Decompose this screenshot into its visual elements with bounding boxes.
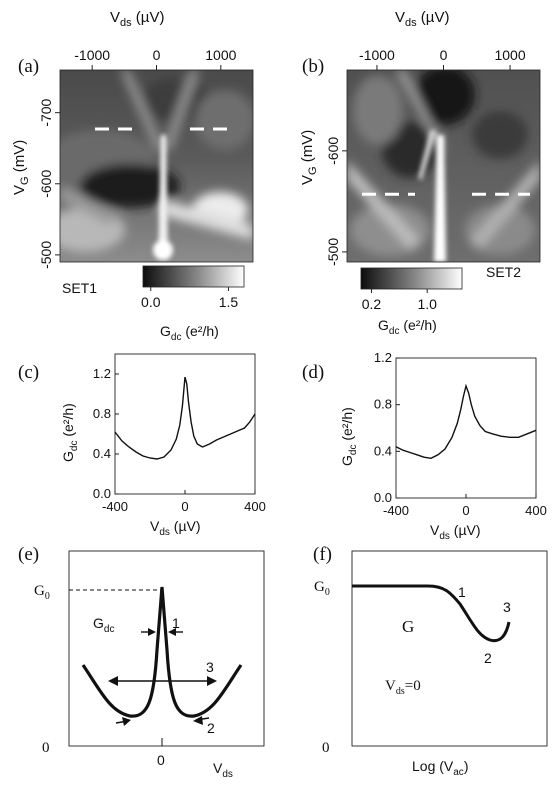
plot-c-xtick-label: 400	[244, 499, 266, 514]
plot-c-series	[114, 376, 256, 460]
colorbar-b-tick-label: 1.0	[417, 296, 437, 312]
colorbar-a	[142, 265, 245, 288]
panel-label-f: (f)	[313, 544, 332, 565]
schematic-f-y-zero: 0	[322, 740, 330, 756]
schematic-e-frame	[68, 550, 265, 747]
schematic-f-condition: Vds=0	[385, 678, 421, 697]
colorbar-b-ticks: 0.2 1.0	[362, 289, 437, 312]
heatmap-a-ytick-label: -600	[38, 170, 54, 198]
annotation-e-1: 1	[172, 615, 180, 631]
schematic-f-xlabel: Log (Vac)	[412, 758, 468, 778]
annotation-f-1: 1	[458, 584, 466, 600]
plot-d-ytick-label: 0.8	[374, 397, 392, 412]
annotation-f-2: 2	[484, 650, 492, 666]
heatmap-b	[347, 70, 540, 262]
heatmap-a-texture	[60, 70, 253, 252]
plot-d-frame	[395, 357, 537, 499]
arrow-2-left-head	[122, 717, 131, 726]
device-label-set1: SET1	[62, 280, 97, 296]
arrow-2-right-head	[193, 716, 203, 725]
heatmap-b-xtick-label: -1000	[359, 47, 395, 63]
heatmap-a-xlabel: Vds (µV)	[110, 9, 164, 29]
annotation-e-2: 2	[207, 720, 215, 736]
schematic-f-frame	[351, 550, 548, 747]
heatmap-b-ytick-label: -500	[325, 238, 341, 266]
colorbar-a-tick-label: 0.0	[141, 294, 161, 310]
panel-label-d: (d)	[302, 362, 324, 383]
arrow-1-right-head	[168, 628, 176, 636]
plot-c-frame	[114, 353, 256, 495]
plot-c-xlabel: Vds (µV)	[150, 518, 201, 538]
plot-d-ytick-label: 0.4	[374, 443, 392, 458]
heatmap-a-ytick-label: -500	[38, 241, 54, 269]
colorbar-a-ticks: 0.0 1.5	[141, 287, 238, 310]
plot-d-series	[395, 383, 537, 460]
colorbar-a-label: Gdc (e²/h)	[160, 323, 219, 343]
arrow-3-left-head	[108, 676, 118, 686]
colorbar-b	[360, 267, 463, 290]
panel-label-b: (b)	[302, 56, 324, 77]
plot-d-xtick-label: 0	[462, 503, 469, 518]
heatmap-b-axes: -1000 0 1000 -600 -500	[325, 47, 530, 266]
schematic-e-y-zero: 0	[42, 740, 50, 756]
plot-c-ytick-label: 1.2	[93, 366, 111, 381]
plot-c-ytick-label: 0.8	[93, 406, 111, 421]
heatmap-b-xlabel: Vds (µV)	[395, 9, 449, 29]
annotation-f-3: 3	[503, 599, 511, 615]
heatmap-b-ridge	[418, 130, 446, 262]
schematic-e-curve	[81, 586, 243, 718]
heatmap-a-ytick-label: -700	[38, 98, 54, 126]
arrow-1-left-head	[148, 628, 156, 636]
schematic-f-g0-label: G0	[314, 579, 330, 598]
plot-d-axes: -400 0 400 0.0 0.4 0.8 1.2	[374, 350, 547, 518]
schematic-e-xlabel: Vds	[213, 760, 233, 780]
colorbar-b-tick-label: 0.2	[362, 296, 382, 312]
arrow-3-right-head	[207, 676, 217, 686]
plot-c-ytick-label: 0.4	[93, 446, 111, 461]
schematic-f-curve-label: G	[402, 617, 414, 636]
heatmap-a-xtick-label: -1000	[74, 47, 110, 63]
plot-d-ylabel: Gdc (e²/h)	[339, 407, 359, 466]
plot-c-ylabel: Gdc (e²/h)	[60, 403, 80, 462]
device-label-set2: SET2	[486, 264, 521, 280]
schematic-e-x-zero: 0	[157, 752, 165, 768]
panel-label-c: (c)	[18, 362, 39, 383]
heatmap-b-xtick-label: 0	[440, 47, 448, 63]
schematic-e-g0-label: G0	[34, 583, 50, 602]
plot-c-xtick-label: -400	[102, 499, 128, 514]
heatmap-a-ridge	[153, 135, 173, 260]
heatmap-a-axes: -1000 0 1000 -700 -600 -500	[38, 47, 237, 269]
panel-label-e: (e)	[18, 544, 39, 565]
plot-c-xtick-label: 0	[181, 499, 188, 514]
annotation-e-3: 3	[206, 659, 214, 675]
plot-d-xtick-label: -400	[383, 503, 409, 518]
plot-c-axes: -400 0 400 0.0 0.4 0.8 1.2	[93, 366, 266, 514]
colorbar-b-label: Gdc (e²/h)	[378, 317, 437, 337]
plot-d-xtick-label: 400	[525, 503, 547, 518]
heatmap-b-ytick-label: -600	[325, 137, 341, 165]
heatmap-b-ylabel: VG (mV)	[299, 130, 319, 185]
heatmap-b-xtick-label: 1000	[494, 47, 525, 63]
heatmap-a	[60, 70, 253, 262]
colorbar-a-tick-label: 1.5	[219, 294, 239, 310]
heatmap-a-xtick-label: 1000	[205, 47, 236, 63]
schematic-e-curve-label: Gdc	[93, 615, 114, 635]
heatmap-a-xtick-label: 0	[153, 47, 161, 63]
panel-label-a: (a)	[18, 56, 39, 77]
plot-d-ytick-label: 1.2	[374, 350, 392, 365]
heatmap-a-ylabel: VG (mV)	[11, 140, 31, 195]
schematic-f-curve	[352, 584, 511, 643]
plot-c-ytick-label: 0.0	[93, 486, 111, 501]
plot-d-ytick-label: 0.0	[374, 490, 392, 505]
plot-d-xlabel: Vds (µV)	[430, 522, 481, 542]
